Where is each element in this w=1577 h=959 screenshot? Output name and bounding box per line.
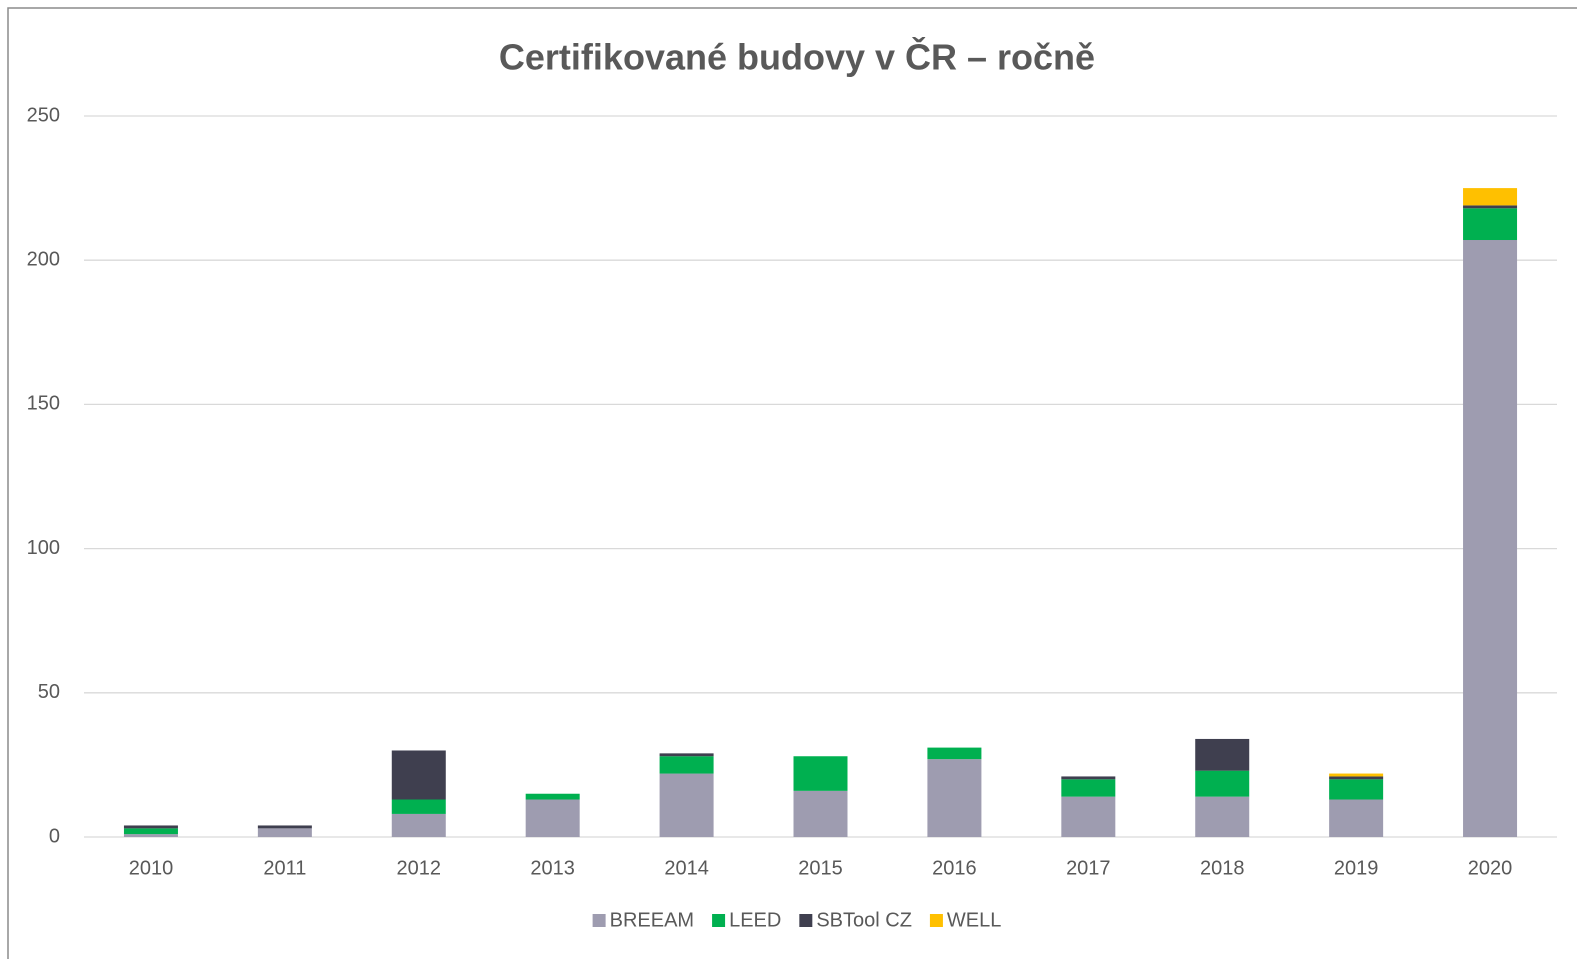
bar-segment [391,750,446,800]
bar-segment [927,759,982,837]
bar-segment [257,828,312,837]
legend-label: WELL [947,909,1001,931]
x-tick-label: 2014 [664,857,709,879]
bar-segment [1329,799,1384,837]
x-tick-label: 2016 [932,857,977,879]
chart-frame [7,7,1577,959]
bar-segment [1195,738,1250,771]
bar-segment [793,790,848,837]
bar-segment [391,813,446,837]
bar-segment [1463,208,1518,241]
x-tick-label: 2013 [530,857,575,879]
bar-segment [1061,796,1116,837]
bar-segment [659,753,714,757]
bar-segment [123,825,178,829]
y-tick-label: 50 [38,681,60,703]
y-tick-label: 0 [49,825,60,847]
x-tick-label: 2011 [263,857,306,879]
bar-segment [659,773,714,837]
bar-segment [793,756,848,791]
y-tick-label: 250 [27,104,60,126]
chart-title: Certifikované budovy v ČR – ročně [499,36,1095,78]
x-tick-label: 2019 [1334,857,1379,879]
legend-swatch [712,914,726,927]
x-tick-label: 2010 [129,857,174,879]
bar-segment [1329,773,1384,777]
bar-segment [525,793,580,800]
bar-segment [1061,776,1116,780]
bar-segment [257,825,312,829]
bar-segment [1329,776,1384,780]
bar-segment [927,747,982,760]
x-tick-label: 2015 [798,857,843,879]
bar-segment [123,834,178,837]
legend-swatch [799,914,813,927]
bar-segment [1195,796,1250,837]
bar-segment [1463,205,1518,209]
bar-segment [1463,240,1518,838]
y-tick-label: 150 [27,393,60,415]
y-tick-label: 200 [27,248,60,270]
bar-segment [1463,188,1518,206]
y-tick-label: 100 [27,537,60,559]
x-tick-label: 2020 [1468,857,1513,879]
legend-swatch [929,914,943,927]
x-tick-label: 2018 [1200,857,1245,879]
bar-segment [1329,779,1384,800]
legend-swatch [592,914,606,927]
bar-segment [1061,779,1116,797]
x-tick-label: 2012 [397,857,442,879]
bar-segment [659,756,714,774]
legend-label: LEED [729,909,781,931]
bar-segment [525,799,580,837]
bar-segment [123,828,178,835]
bar-segment [391,799,446,814]
legend-label: BREEAM [610,909,694,931]
bar-segment [1195,770,1250,797]
x-tick-label: 2017 [1066,857,1111,879]
legend-label: SBTool CZ [816,909,912,931]
